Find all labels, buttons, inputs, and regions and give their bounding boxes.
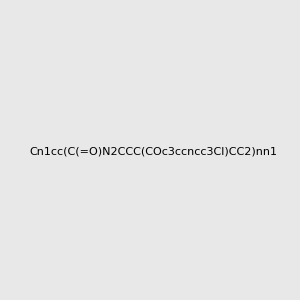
Text: Cn1cc(C(=O)N2CCC(COc3ccncc3Cl)CC2)nn1: Cn1cc(C(=O)N2CCC(COc3ccncc3Cl)CC2)nn1 <box>30 146 278 157</box>
